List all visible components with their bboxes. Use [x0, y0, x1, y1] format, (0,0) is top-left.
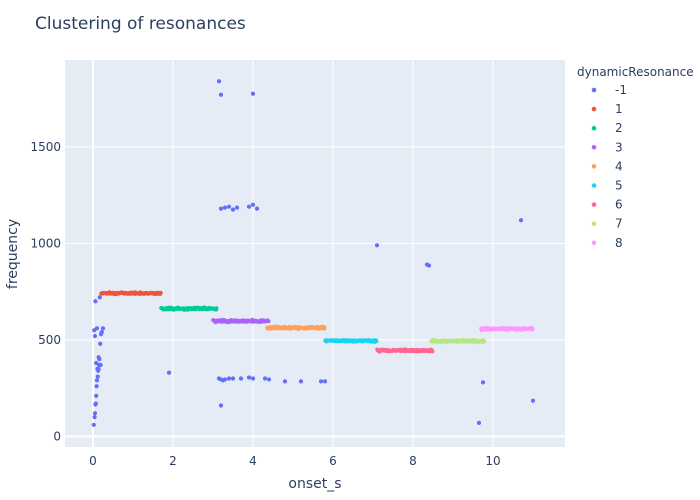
data-point: [530, 327, 535, 332]
legend-marker: [591, 106, 597, 112]
data-point: [94, 393, 99, 398]
data-point: [322, 379, 328, 384]
data-point: [250, 91, 256, 96]
data-point: [94, 378, 100, 383]
data-point: [218, 206, 224, 211]
data-point: [92, 333, 98, 339]
x-tick-label: 10: [485, 454, 500, 468]
legend-marker: [591, 125, 597, 131]
data-point: [230, 376, 236, 381]
legend-marker: [591, 202, 597, 207]
data-point: [218, 92, 224, 97]
data-point: [98, 341, 103, 346]
data-point: [166, 370, 172, 375]
legend-marker: [591, 145, 597, 150]
data-point: [426, 263, 432, 268]
data-point: [98, 362, 103, 368]
legend-item-label[interactable]: 3: [615, 140, 623, 154]
data-point: [318, 379, 324, 384]
data-point: [246, 204, 252, 209]
gridlines: [65, 60, 565, 447]
data-point: [92, 414, 97, 420]
legend-marker: [591, 164, 597, 169]
data-point: [282, 379, 288, 384]
legend-item-label[interactable]: 7: [615, 217, 623, 231]
y-tick-label: 0: [53, 429, 61, 443]
x-tick-label: 0: [89, 454, 97, 468]
data-point: [93, 401, 98, 406]
data-point: [99, 330, 104, 335]
legend-item-label[interactable]: 6: [615, 198, 623, 212]
chart-title: Clustering of resonances: [35, 14, 246, 34]
legend-marker: [591, 183, 597, 188]
legend[interactable]: dynamicResonance -1 1 2 3 4 5 6 7 8: [577, 65, 694, 250]
data-point: [222, 205, 228, 210]
axis-ticks: 0 2 4 6 8 10 0 500 1000 1500: [30, 140, 500, 468]
data-point: [480, 380, 486, 385]
data-point: [226, 204, 232, 209]
data-point: [430, 349, 435, 354]
y-tick-label: 500: [38, 333, 61, 347]
legend-item-label[interactable]: 1: [615, 102, 623, 116]
y-axis-title: frequency: [5, 219, 21, 289]
data-point: [216, 79, 222, 84]
data-point: [94, 360, 99, 366]
data-point: [476, 420, 482, 425]
plot-area: [65, 60, 565, 447]
data-points: [91, 79, 536, 427]
x-tick-label: 4: [249, 454, 257, 468]
data-point: [238, 376, 244, 381]
data-point: [374, 243, 380, 248]
data-point: [95, 366, 100, 371]
data-point: [100, 326, 106, 331]
y-tick-label: 1500: [30, 140, 61, 154]
data-point: [322, 325, 327, 330]
data-point: [226, 376, 232, 381]
y-tick-label: 1000: [30, 236, 61, 250]
data-point: [250, 202, 256, 207]
data-point: [222, 377, 228, 382]
data-point: [266, 377, 272, 382]
data-point: [92, 411, 98, 416]
data-point: [254, 206, 260, 211]
legend-item-label[interactable]: 4: [615, 159, 623, 173]
legend-marker: [591, 240, 597, 246]
legend-marker: [591, 87, 597, 93]
legend-item-label[interactable]: -1: [615, 83, 627, 97]
data-point: [230, 207, 236, 212]
legend-item-label[interactable]: 2: [615, 121, 623, 135]
data-point: [97, 295, 102, 300]
x-tick-label: 8: [409, 454, 417, 468]
legend-title: dynamicResonance: [577, 65, 694, 79]
data-point: [246, 375, 252, 380]
x-axis-title: onset_s: [288, 476, 341, 492]
data-point: [250, 376, 256, 381]
data-point: [91, 422, 96, 427]
data-point: [298, 379, 304, 384]
data-point: [518, 218, 524, 223]
data-point: [94, 326, 100, 331]
data-point: [234, 205, 240, 210]
x-tick-label: 6: [329, 454, 337, 468]
data-point: [96, 355, 101, 360]
data-point: [158, 290, 163, 295]
data-point: [530, 398, 536, 403]
legend-marker: [591, 221, 597, 226]
data-point: [374, 339, 379, 344]
x-tick-label: 2: [169, 454, 177, 468]
data-point: [94, 384, 99, 389]
data-point: [218, 403, 224, 408]
data-point: [95, 374, 100, 379]
legend-item-label[interactable]: 5: [615, 179, 623, 193]
data-point: [214, 306, 219, 311]
data-point: [266, 319, 271, 324]
data-point: [262, 376, 268, 381]
data-point: [93, 299, 98, 304]
legend-item-label[interactable]: 8: [615, 236, 623, 250]
data-point: [482, 339, 487, 343]
